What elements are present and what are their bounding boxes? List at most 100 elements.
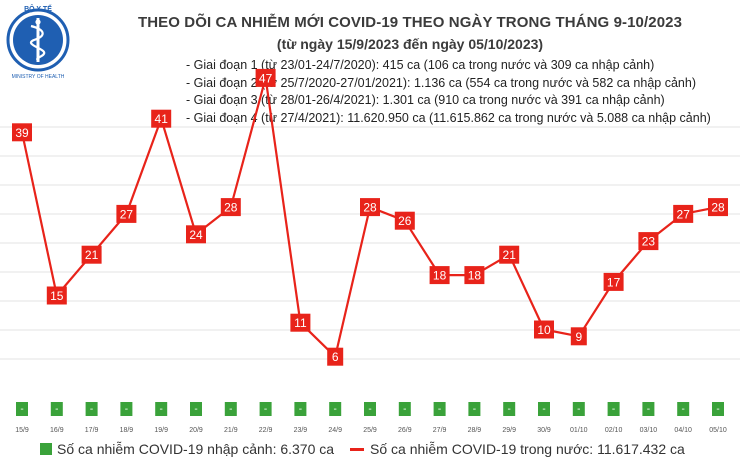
data-point: 41	[151, 109, 172, 128]
data-label: 28	[711, 201, 725, 215]
import-marker	[538, 402, 550, 416]
x-tick-label: 25/9	[363, 427, 377, 434]
data-label: 21	[503, 248, 517, 262]
legend-imported-label: Số ca nhiễm COVID-19 nhập cảnh: 6.370 ca	[57, 441, 335, 457]
import-value-label: -	[334, 404, 337, 415]
phase-item-1: - Giai đoạn 1 (từ 23/01-24/7/2020): 415 …	[186, 58, 655, 72]
import-marker	[364, 402, 376, 416]
import-bar: -	[433, 402, 446, 416]
data-label: 6	[332, 350, 339, 364]
import-value-label: -	[473, 404, 476, 415]
x-tick-label: 16/9	[50, 427, 64, 434]
data-label: 27	[677, 207, 691, 221]
data-point-marker	[429, 266, 450, 285]
data-label: 24	[189, 228, 203, 242]
phase-list: - Giai đoạn 1 (từ 23/01-24/7/2020): 415 …	[186, 57, 711, 127]
import-bar: -	[468, 402, 481, 416]
import-bar: -	[155, 402, 168, 416]
legend-domestic-swatch	[350, 447, 364, 451]
x-tick-label: 02/10	[605, 427, 623, 434]
import-marker	[468, 402, 481, 416]
import-marker	[642, 402, 655, 416]
import-marker	[85, 402, 98, 416]
data-point: 27	[116, 204, 137, 223]
data-point: 39	[12, 123, 32, 142]
import-bar: -	[294, 402, 307, 416]
data-point-marker	[603, 272, 624, 291]
data-label: 23	[642, 235, 656, 249]
import-value-label: -	[368, 404, 371, 415]
import-marker	[712, 402, 724, 416]
import-value-label: -	[508, 404, 511, 415]
import-marker	[607, 402, 620, 416]
data-point: 17	[603, 272, 624, 291]
import-value-label: -	[716, 404, 719, 415]
data-label: 17	[607, 275, 621, 289]
import-bar: -	[190, 402, 202, 416]
data-point: 28	[360, 198, 380, 217]
import-marker	[572, 402, 585, 416]
data-point: 15	[46, 286, 67, 305]
cases-line-chart: 39 15 21 27 41 24 28 47 11 6 28 26 18 18 21 10 9 17 23 27 28…	[0, 68, 740, 434]
x-tick-label: 03/10	[640, 427, 658, 434]
logo-text-bottom: MINISTRY OF HEALTH	[12, 74, 65, 80]
import-bar: -	[642, 402, 655, 416]
import-value-label: -	[577, 404, 580, 415]
import-marker	[120, 402, 133, 416]
legend-domestic: Số ca nhiễm COVID-19 trong nước: 11.617.…	[350, 441, 685, 457]
data-label: 27	[120, 207, 134, 221]
data-point-marker	[46, 286, 67, 305]
data-point-marker	[499, 245, 520, 264]
data-label: 28	[224, 201, 238, 215]
import-marker	[503, 402, 516, 416]
data-label: 47	[259, 71, 273, 85]
x-tick-label: 19/9	[154, 427, 168, 434]
data-point-marker	[116, 204, 137, 223]
import-marker	[16, 402, 28, 416]
ministry-of-health-logo: BỘ Y TẾ MINISTRY OF HEALTH	[6, 3, 70, 80]
import-marker	[398, 402, 411, 416]
import-bar: -	[503, 402, 516, 416]
x-tick-label: 24/9	[328, 427, 342, 434]
data-point-marker	[255, 68, 276, 87]
data-point-marker	[81, 245, 102, 264]
import-marker	[294, 402, 307, 416]
data-point-marker	[570, 327, 587, 346]
data-point: 23	[638, 232, 659, 251]
import-value-label: -	[125, 404, 128, 415]
data-point: 47	[255, 68, 276, 87]
data-point: 21	[81, 245, 102, 264]
import-value-label: -	[55, 404, 58, 415]
phase-item-4: - Giai đoạn 4 (từ 27/4/2021): 11.620.950…	[186, 110, 711, 125]
data-point-marker	[534, 320, 554, 339]
import-bar: -	[364, 402, 376, 416]
import-bar: -	[607, 402, 620, 416]
import-bar: -	[398, 402, 411, 416]
data-label: 41	[155, 112, 169, 126]
data-point-marker	[327, 347, 344, 366]
import-marker	[433, 402, 446, 416]
data-point-marker	[220, 198, 241, 217]
data-label: 26	[398, 214, 412, 228]
import-marker	[259, 402, 272, 416]
import-bar: -	[538, 402, 550, 416]
x-tick-label: 30/9	[537, 427, 551, 434]
import-marker	[190, 402, 202, 416]
import-value-label: -	[647, 404, 650, 415]
data-label: 28	[363, 201, 377, 215]
import-bar: -	[712, 402, 724, 416]
data-point: 24	[186, 225, 206, 244]
import-bar: -	[572, 402, 585, 416]
x-tick-label: 27/9	[433, 427, 447, 434]
x-tick-label: 20/9	[189, 427, 203, 434]
data-label: 21	[85, 248, 99, 262]
import-bar: -	[50, 402, 63, 416]
data-point-marker	[464, 266, 485, 285]
import-bar: -	[259, 402, 272, 416]
phase-item-3: - Giai đoạn 3 (từ 28/01-26/4/2021): 1.30…	[186, 93, 665, 108]
import-value-label: -	[229, 404, 232, 415]
import-marker	[50, 402, 63, 416]
import-value-label: -	[542, 404, 545, 415]
legend-imported: Số ca nhiễm COVID-19 nhập cảnh: 6.370 ca	[40, 441, 334, 457]
data-label: 18	[468, 269, 482, 283]
